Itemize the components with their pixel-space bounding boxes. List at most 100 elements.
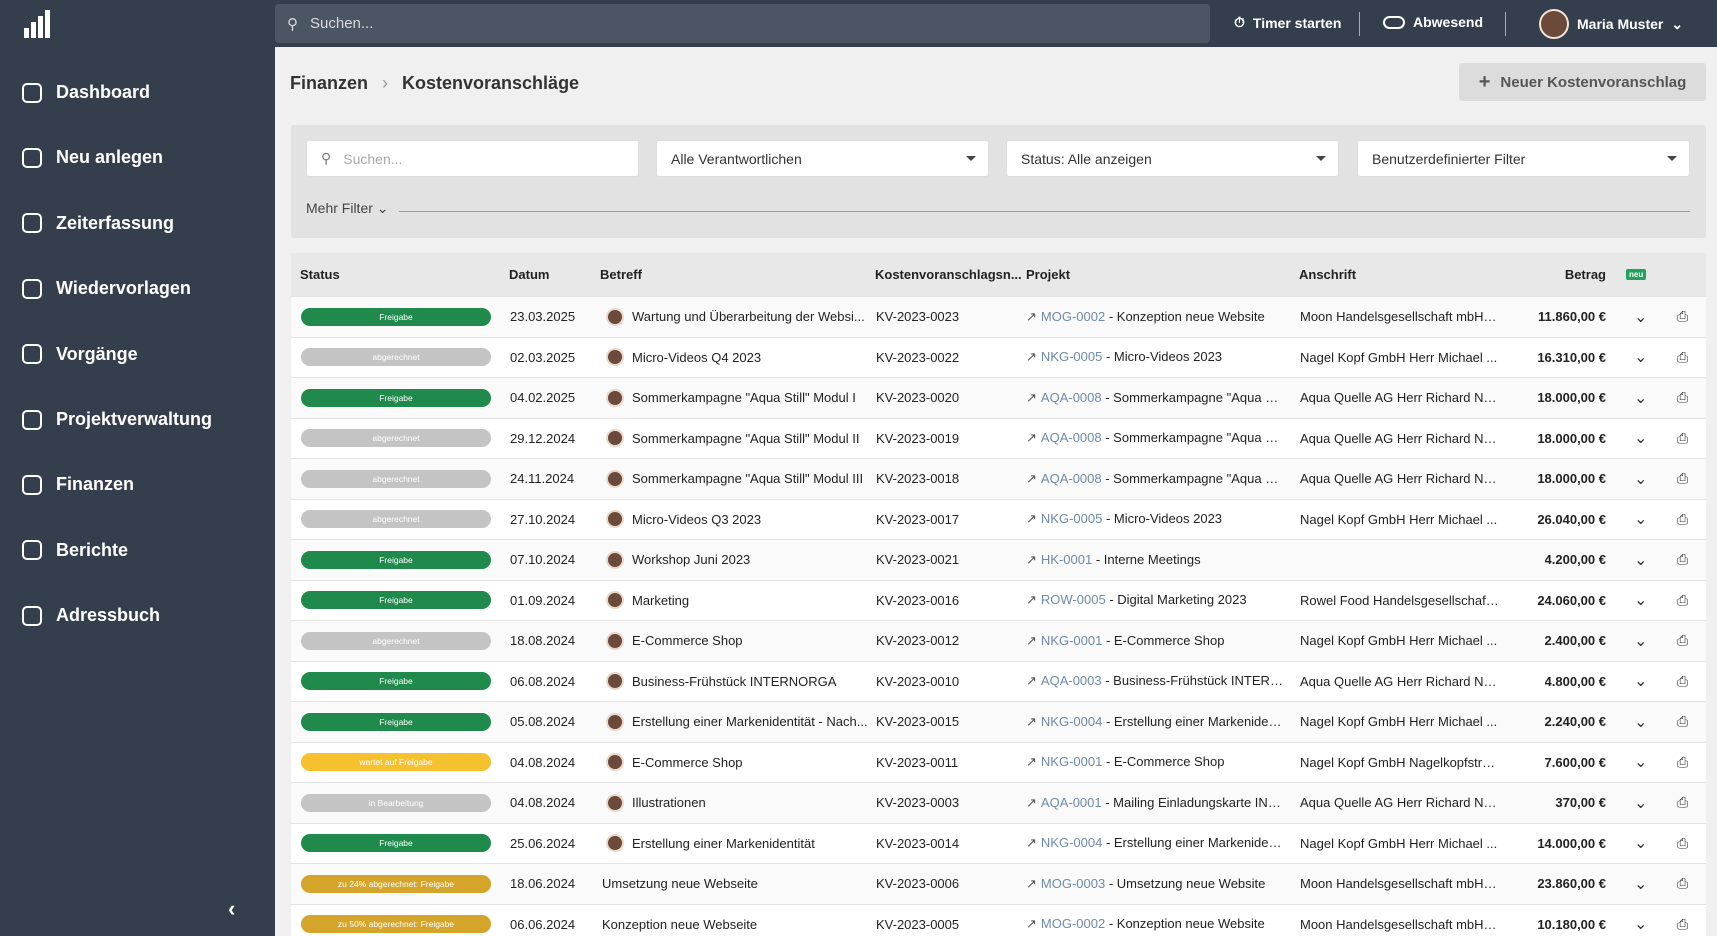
- print-button[interactable]: ⎙: [1677, 470, 1689, 487]
- project[interactable]: ↗ NKG-0005 - Micro-Videos 2023: [1026, 511, 1284, 527]
- expand-button[interactable]: ⌄: [1634, 632, 1648, 650]
- print-button[interactable]: ⎙: [1677, 510, 1689, 527]
- expand-button[interactable]: ⌄: [1634, 875, 1648, 893]
- print-button[interactable]: ⎙: [1677, 591, 1689, 608]
- column-header[interactable]: Betrag: [1564, 267, 1606, 282]
- expand-button[interactable]: ⌄: [1634, 754, 1648, 772]
- project[interactable]: ↗ MOG-0002 - Konzeption neue Website: [1026, 309, 1284, 325]
- project[interactable]: ↗ AQA-0008 - Sommerkampagne "Aqua Still": [1026, 390, 1284, 406]
- print-button[interactable]: ⎙: [1677, 794, 1689, 811]
- column-header[interactable]: Kostenvoranschlagsn...: [875, 267, 1022, 282]
- project-code[interactable]: AQA-0008: [1040, 470, 1102, 486]
- expand-button[interactable]: ⌄: [1634, 349, 1648, 367]
- nav-item[interactable]: Finanzen: [22, 474, 134, 495]
- column-header[interactable]: Status: [300, 267, 340, 282]
- table-row[interactable]: Freigabe 06.08.2024 Business-Frühstück INT…: [291, 661, 1706, 702]
- expand-button[interactable]: ⌄: [1634, 592, 1648, 610]
- table-row[interactable]: abgerechnet 29.12.2024 Sommerkampagne "Aqu…: [291, 418, 1706, 459]
- expand-button[interactable]: ⌄: [1634, 794, 1648, 812]
- filter-search[interactable]: ⚲ Suchen...: [306, 140, 639, 177]
- project[interactable]: ↗ NKG-0004 - Erstellung einer Markeniden.…: [1026, 835, 1284, 851]
- expand-button[interactable]: ⌄: [1634, 389, 1648, 407]
- project-code[interactable]: MOG-0002: [1040, 916, 1106, 932]
- project[interactable]: ↗ MOG-0003 - Umsetzung neue Website: [1026, 876, 1284, 892]
- project-code[interactable]: HK-0001: [1040, 551, 1093, 567]
- expand-button[interactable]: ⌄: [1634, 673, 1648, 691]
- print-button[interactable]: ⎙: [1677, 348, 1689, 365]
- project-code[interactable]: NKG-0001: [1040, 754, 1103, 770]
- project[interactable]: ↗ NKG-0004 - Erstellung einer Markeniden.…: [1026, 714, 1284, 730]
- project[interactable]: ↗ AQA-0001 - Mailing Einladungskarte INT.…: [1026, 795, 1284, 811]
- column-header[interactable]: Betreff: [600, 267, 642, 282]
- project[interactable]: ↗ NKG-0005 - Micro-Videos 2023: [1026, 349, 1284, 365]
- project-code[interactable]: NKG-0004: [1040, 835, 1103, 851]
- filter-status[interactable]: Status: Alle anzeigen: [1006, 140, 1339, 177]
- table-row[interactable]: Freigabe 25.06.2024 Erstellung einer Marke…: [291, 823, 1706, 864]
- user-menu[interactable]: Maria Muster ⌄: [1539, 9, 1683, 39]
- expand-button[interactable]: ⌄: [1634, 713, 1648, 731]
- project[interactable]: ↗ NKG-0001 - E-Commerce Shop: [1026, 633, 1284, 649]
- expand-button[interactable]: ⌄: [1634, 308, 1648, 326]
- project[interactable]: ↗ HK-0001 - Interne Meetings: [1026, 552, 1284, 568]
- table-row[interactable]: abgerechnet 27.10.2024 Micro-Videos Q3 202…: [291, 499, 1706, 540]
- table-row[interactable]: zu 50% abgerechnet: Freigabe 06.06.2024 Ko…: [291, 904, 1706, 936]
- nav-item[interactable]: Vorgänge: [22, 344, 138, 365]
- print-button[interactable]: ⎙: [1677, 875, 1689, 892]
- column-header[interactable]: Datum: [509, 267, 550, 282]
- print-button[interactable]: ⎙: [1677, 632, 1689, 649]
- project[interactable]: ↗ ROW-0005 - Digital Marketing 2023: [1026, 592, 1284, 608]
- table-row[interactable]: zu 24% abgerechnet: Freigabe 18.06.2024 Um…: [291, 864, 1706, 905]
- column-header[interactable]: Anschrift: [1299, 267, 1357, 282]
- column-header[interactable]: Projekt: [1026, 267, 1071, 282]
- print-button[interactable]: ⎙: [1677, 915, 1689, 932]
- expand-button[interactable]: ⌄: [1634, 511, 1648, 529]
- filter-custom[interactable]: Benutzerdefinierter Filter: [1357, 140, 1690, 177]
- expand-button[interactable]: ⌄: [1634, 430, 1648, 448]
- project[interactable]: ↗ NKG-0001 - E-Commerce Shop: [1026, 754, 1284, 770]
- project[interactable]: ↗ AQA-0003 - Business-Frühstück INTERN...: [1026, 673, 1284, 689]
- table-row[interactable]: Freigabe 23.03.2025 Wartung und Überarbeit…: [291, 297, 1706, 338]
- nav-item[interactable]: Wiedervorlagen: [22, 278, 191, 299]
- breadcrumb-item[interactable]: Finanzen: [290, 73, 369, 93]
- table-row[interactable]: in Bearbeitung 04.08.2024 Illustrationen KV…: [291, 783, 1706, 824]
- new-button[interactable]: + Neuer Kostenvoranschlag: [1459, 63, 1706, 101]
- collapse-button[interactable]: ‹: [228, 896, 236, 921]
- print-button[interactable]: ⎙: [1677, 429, 1689, 446]
- expand-button[interactable]: ⌄: [1634, 916, 1648, 934]
- table-row[interactable]: Freigabe 07.10.2024 Workshop Juni 2023 KV-2…: [291, 540, 1706, 581]
- table-row[interactable]: abgerechnet 18.08.2024 E-Commerce Shop KV-2…: [291, 621, 1706, 662]
- project-code[interactable]: AQA-0008: [1040, 389, 1102, 405]
- expand-button[interactable]: ⌄: [1634, 551, 1648, 569]
- absence-toggle[interactable]: Abwesend: [1383, 14, 1483, 30]
- project-code[interactable]: ROW-0005: [1040, 592, 1106, 608]
- table-row[interactable]: Freigabe 01.09.2024 Marketing KV-2023-0016 ↗…: [291, 580, 1706, 621]
- project[interactable]: ↗ AQA-0008 - Sommerkampagne "Aqua Still": [1026, 430, 1284, 446]
- table-row[interactable]: abgerechnet 02.03.2025 Micro-Videos Q4 202…: [291, 337, 1706, 378]
- table-row[interactable]: Freigabe 05.08.2024 Erstellung einer Marke…: [291, 702, 1706, 743]
- table-row[interactable]: wartet auf Freigabe 04.08.2024 E-Commerce …: [291, 742, 1706, 783]
- project[interactable]: ↗ MOG-0002 - Konzeption neue Website: [1026, 916, 1284, 932]
- print-button[interactable]: ⎙: [1677, 713, 1689, 730]
- timer-button[interactable]: ⏱ Timer starten: [1234, 14, 1341, 31]
- project-code[interactable]: AQA-0003: [1040, 673, 1102, 689]
- project-code[interactable]: MOG-0003: [1040, 875, 1106, 891]
- nav-item[interactable]: Projektverwaltung: [22, 409, 212, 430]
- nav-item[interactable]: Berichte: [22, 540, 128, 561]
- global-search[interactable]: ⚲ Suchen...: [275, 4, 1210, 43]
- project[interactable]: ↗ AQA-0008 - Sommerkampagne "Aqua Still": [1026, 471, 1284, 487]
- project-code[interactable]: MOG-0002: [1040, 308, 1106, 324]
- table-row[interactable]: Freigabe 04.02.2025 Sommerkampagne "Aqua S…: [291, 378, 1706, 419]
- nav-item[interactable]: Neu anlegen: [22, 147, 163, 168]
- expand-button[interactable]: ⌄: [1634, 470, 1648, 488]
- project-code[interactable]: AQA-0001: [1040, 794, 1102, 810]
- project-code[interactable]: AQA-0008: [1040, 430, 1102, 446]
- print-button[interactable]: ⎙: [1677, 753, 1689, 770]
- nav-item[interactable]: Dashboard: [22, 82, 150, 103]
- print-button[interactable]: ⎙: [1677, 834, 1689, 851]
- print-button[interactable]: ⎙: [1677, 389, 1689, 406]
- project-code[interactable]: NKG-0005: [1040, 511, 1103, 527]
- filter-responsible[interactable]: Alle Verantwortlichen: [656, 140, 989, 177]
- project-code[interactable]: NKG-0004: [1040, 713, 1103, 729]
- table-row[interactable]: abgerechnet 24.11.2024 Sommerkampagne "Aqu…: [291, 459, 1706, 500]
- print-button[interactable]: ⎙: [1677, 672, 1689, 689]
